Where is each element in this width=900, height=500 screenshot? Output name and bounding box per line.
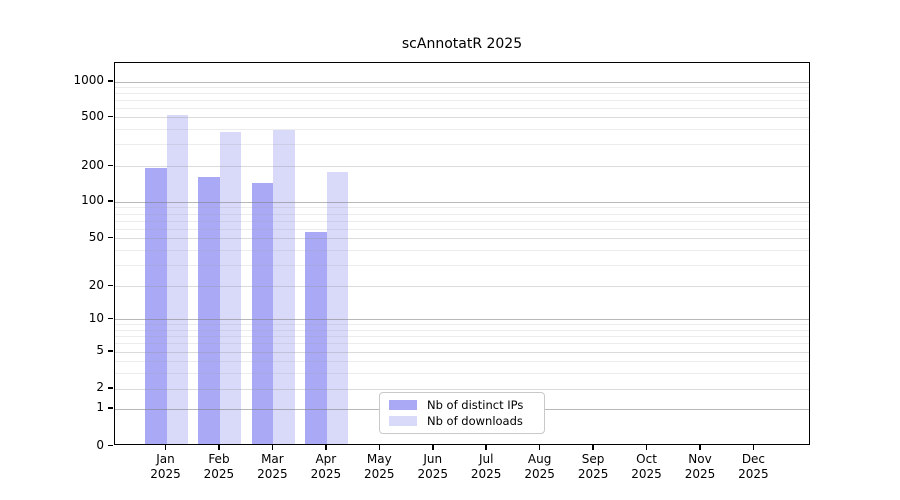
legend-row: Nb of downloads <box>389 414 535 428</box>
bar-downloads-jan <box>166 115 188 444</box>
gridline-y-8 <box>115 329 809 331</box>
y-tick-label-10: 10 <box>88 310 104 325</box>
gridline-y-800 <box>115 93 809 95</box>
gridline-y-300 <box>115 144 809 146</box>
x-tick-label-aug: Aug 2025 <box>524 452 555 481</box>
gridline-y-700 <box>115 99 809 101</box>
x-tick-sep <box>592 445 594 450</box>
y-tick-50 <box>108 236 113 239</box>
x-tick-label-may: May 2025 <box>364 452 395 481</box>
gridline-y-90 <box>115 207 809 209</box>
gridline-y-5 <box>115 351 809 353</box>
gridline-y-1000 <box>115 81 809 83</box>
gridline-y-50 <box>115 238 809 240</box>
x-tick-label-oct: Oct 2025 <box>631 452 662 481</box>
y-tick-200 <box>108 164 113 167</box>
y-tick-2 <box>108 387 113 389</box>
legend-label-downloads: Nb of downloads <box>427 414 523 428</box>
gridline-y-70 <box>115 220 809 222</box>
y-tick-label-200: 200 <box>81 157 104 172</box>
y-tick-label-1000: 1000 <box>73 73 104 88</box>
gridline-y-7 <box>115 336 809 338</box>
x-tick-oct <box>645 445 648 450</box>
x-tick-label-sep: Sep 2025 <box>577 452 609 481</box>
x-tick-label-mar: Mar 2025 <box>257 452 288 481</box>
x-tick-may <box>378 445 381 450</box>
y-tick-500 <box>108 115 113 118</box>
x-tick-label-feb: Feb 2025 <box>203 452 235 481</box>
gridline-y-40 <box>115 249 809 251</box>
bar-downloads-apr <box>326 171 349 444</box>
y-tick-label-0: 0 <box>96 437 104 452</box>
gridline-y-2 <box>115 388 809 390</box>
x-tick-aug <box>538 445 541 450</box>
x-tick-nov <box>699 445 701 450</box>
legend-row: Nb of distinct IPs <box>389 398 535 412</box>
gridline-y-400 <box>115 128 809 130</box>
x-tick-mar <box>271 445 274 450</box>
gridline-y-4 <box>115 360 809 362</box>
gridline-y-30 <box>115 264 809 266</box>
y-tick-label-5: 5 <box>96 343 104 358</box>
gridline-y-100 <box>115 201 809 203</box>
bar-distinct-ips-jan <box>145 168 167 444</box>
legend-label-distinct-ips: Nb of distinct IPs <box>427 398 524 412</box>
x-tick-jun <box>432 445 434 450</box>
gridline-y-3 <box>115 372 809 374</box>
gridline-y-6 <box>115 343 809 345</box>
bar-downloads-feb <box>219 132 242 444</box>
bar-distinct-ips-feb <box>198 176 220 444</box>
gridline-y-10 <box>115 319 809 321</box>
x-tick-label-jul: Jul 2025 <box>470 452 502 481</box>
legend-swatch-distinct-ips <box>389 400 417 410</box>
y-tick-label-500: 500 <box>81 108 104 123</box>
x-tick-apr <box>325 445 327 450</box>
gridline-y-60 <box>115 228 809 230</box>
bar-distinct-ips-mar <box>251 183 274 444</box>
x-tick-label-jun: Jun 2025 <box>417 452 449 481</box>
y-tick-1 <box>108 407 113 409</box>
x-tick-feb <box>218 445 220 450</box>
gridline-y-20 <box>115 286 809 288</box>
y-tick-0 <box>108 444 113 446</box>
y-tick-20 <box>108 284 113 287</box>
plot-area <box>114 62 810 445</box>
gridline-y-600 <box>115 107 809 109</box>
legend: Nb of distinct IPs Nb of downloads <box>379 392 545 434</box>
y-tick-label-2: 2 <box>96 380 104 395</box>
grid-layer <box>115 63 809 444</box>
gridline-y-200 <box>115 166 809 168</box>
y-tick-10 <box>108 317 113 320</box>
x-tick-label-jan: Jan 2025 <box>150 452 181 481</box>
bar-distinct-ips-apr <box>305 232 327 444</box>
x-tick-dec <box>752 445 755 450</box>
gridline-y-80 <box>115 213 809 215</box>
y-tick-5 <box>108 350 113 352</box>
y-tick-label-1: 1 <box>96 400 104 415</box>
y-tick-label-50: 50 <box>88 229 104 244</box>
gridline-y-500 <box>115 117 809 119</box>
y-tick-1000 <box>108 80 113 82</box>
y-tick-label-100: 100 <box>81 193 104 208</box>
x-tick-label-nov: Nov 2025 <box>684 452 716 481</box>
bar-downloads-mar <box>273 130 295 444</box>
gridline-y-9 <box>115 324 809 326</box>
gridline-y-900 <box>115 87 809 89</box>
x-tick-label-apr: Apr 2025 <box>310 452 342 481</box>
y-tick-label-20: 20 <box>88 277 104 292</box>
legend-swatch-downloads <box>389 416 417 426</box>
x-tick-jul <box>485 445 487 450</box>
x-tick-label-dec: Dec 2025 <box>738 452 769 481</box>
y-tick-100 <box>108 200 113 202</box>
chart-title: scAnnotatR 2025 <box>401 36 523 52</box>
bars-layer <box>115 63 809 444</box>
x-tick-jan <box>164 445 167 450</box>
